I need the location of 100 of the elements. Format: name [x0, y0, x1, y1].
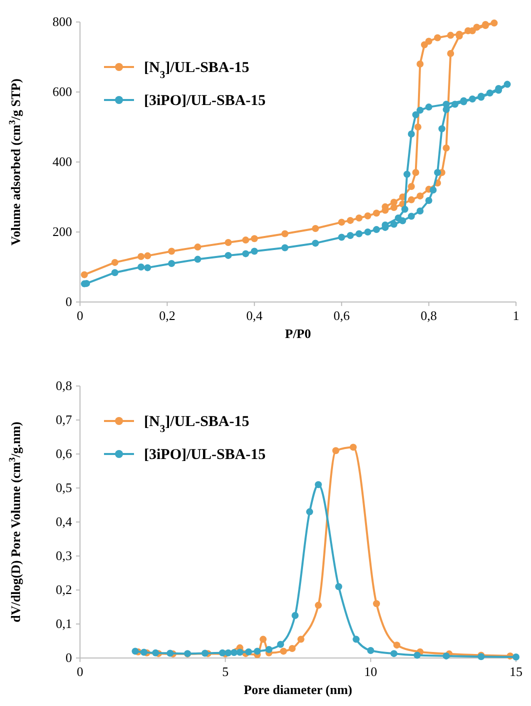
point	[111, 258, 118, 266]
point	[486, 90, 494, 97]
legend-label: [3iPO]/UL-SBA-15	[144, 93, 266, 109]
point	[236, 648, 244, 656]
point	[312, 225, 319, 232]
point	[404, 170, 410, 178]
point	[224, 649, 232, 656]
point	[352, 636, 360, 643]
point	[280, 648, 287, 655]
point	[250, 235, 258, 242]
point	[138, 264, 145, 270]
point	[390, 198, 398, 206]
x-tick-label: 0	[76, 664, 84, 679]
y-tick-label: 0	[66, 294, 72, 309]
point	[168, 260, 176, 267]
x-tick-label: 0,8	[420, 308, 437, 323]
y-tick-label: 0,1	[56, 616, 72, 631]
point	[442, 100, 450, 108]
point	[332, 447, 340, 454]
x-tick-label: 10	[364, 664, 378, 679]
y-tick-label: 0,5	[56, 480, 72, 495]
point	[144, 264, 152, 272]
point	[260, 636, 267, 643]
point	[412, 111, 420, 118]
point	[80, 271, 88, 278]
point	[346, 216, 354, 224]
point	[416, 208, 424, 214]
legend-label: [3iPO]/UL-SBA-15	[144, 447, 266, 463]
point	[434, 34, 442, 42]
point	[393, 642, 400, 649]
point	[447, 32, 454, 39]
point	[281, 244, 288, 252]
point	[438, 125, 446, 132]
point	[201, 650, 208, 657]
point	[416, 106, 424, 114]
point	[297, 636, 304, 643]
point	[346, 232, 354, 239]
point	[372, 600, 380, 608]
point	[364, 212, 372, 220]
point	[356, 214, 363, 222]
point	[412, 169, 420, 176]
y-tick-label: 800	[52, 14, 72, 29]
x-tick-label: 0,6	[333, 308, 350, 323]
point	[425, 197, 432, 204]
point	[416, 60, 424, 68]
point	[144, 252, 152, 260]
point	[372, 226, 380, 234]
point	[504, 80, 511, 88]
point	[414, 652, 421, 659]
point	[442, 652, 450, 660]
x-tick-label: 0,2	[159, 308, 176, 323]
point	[242, 250, 250, 258]
point	[420, 41, 428, 48]
point	[468, 96, 476, 102]
point	[194, 244, 202, 251]
point	[230, 649, 238, 656]
y-tick-label: 600	[52, 84, 72, 99]
point	[292, 612, 299, 619]
point	[408, 130, 415, 138]
y-tick-label: 400	[52, 154, 72, 169]
point	[451, 100, 458, 108]
point	[281, 230, 288, 238]
point	[218, 649, 226, 656]
point	[367, 647, 374, 654]
point	[408, 183, 415, 190]
y-tick-label: 0,6	[56, 446, 72, 461]
point	[394, 214, 402, 222]
point	[288, 644, 296, 652]
point	[132, 648, 139, 655]
point	[314, 481, 322, 488]
point	[372, 210, 380, 217]
point	[335, 583, 342, 590]
point	[356, 230, 363, 238]
point	[490, 20, 498, 27]
point	[224, 252, 232, 259]
x-tick-label: 0,4	[246, 308, 264, 323]
point	[390, 650, 398, 658]
point	[224, 239, 232, 246]
legend-label: [N$_{3}$]/UL-SBA-15	[144, 414, 250, 434]
point	[430, 186, 437, 194]
point	[250, 248, 258, 255]
x-tick-label: 1	[512, 308, 520, 323]
point	[138, 253, 145, 260]
x-axis-title: Pore diameter (nm)	[244, 682, 352, 697]
point	[254, 648, 261, 655]
point	[338, 234, 346, 241]
point	[350, 444, 357, 451]
point	[425, 104, 432, 111]
point	[194, 256, 202, 263]
point	[414, 124, 422, 130]
y-tick-label: 0,2	[56, 582, 72, 597]
y-tick-label: 0,3	[56, 548, 72, 563]
y-tick-label: 200	[52, 224, 72, 239]
x-tick-label: 15	[510, 664, 522, 679]
point	[401, 206, 408, 213]
y-tick-label: 0	[66, 650, 72, 665]
point	[245, 648, 252, 656]
x-tick-label: 5	[222, 664, 229, 679]
point	[364, 228, 372, 236]
point	[265, 646, 272, 653]
